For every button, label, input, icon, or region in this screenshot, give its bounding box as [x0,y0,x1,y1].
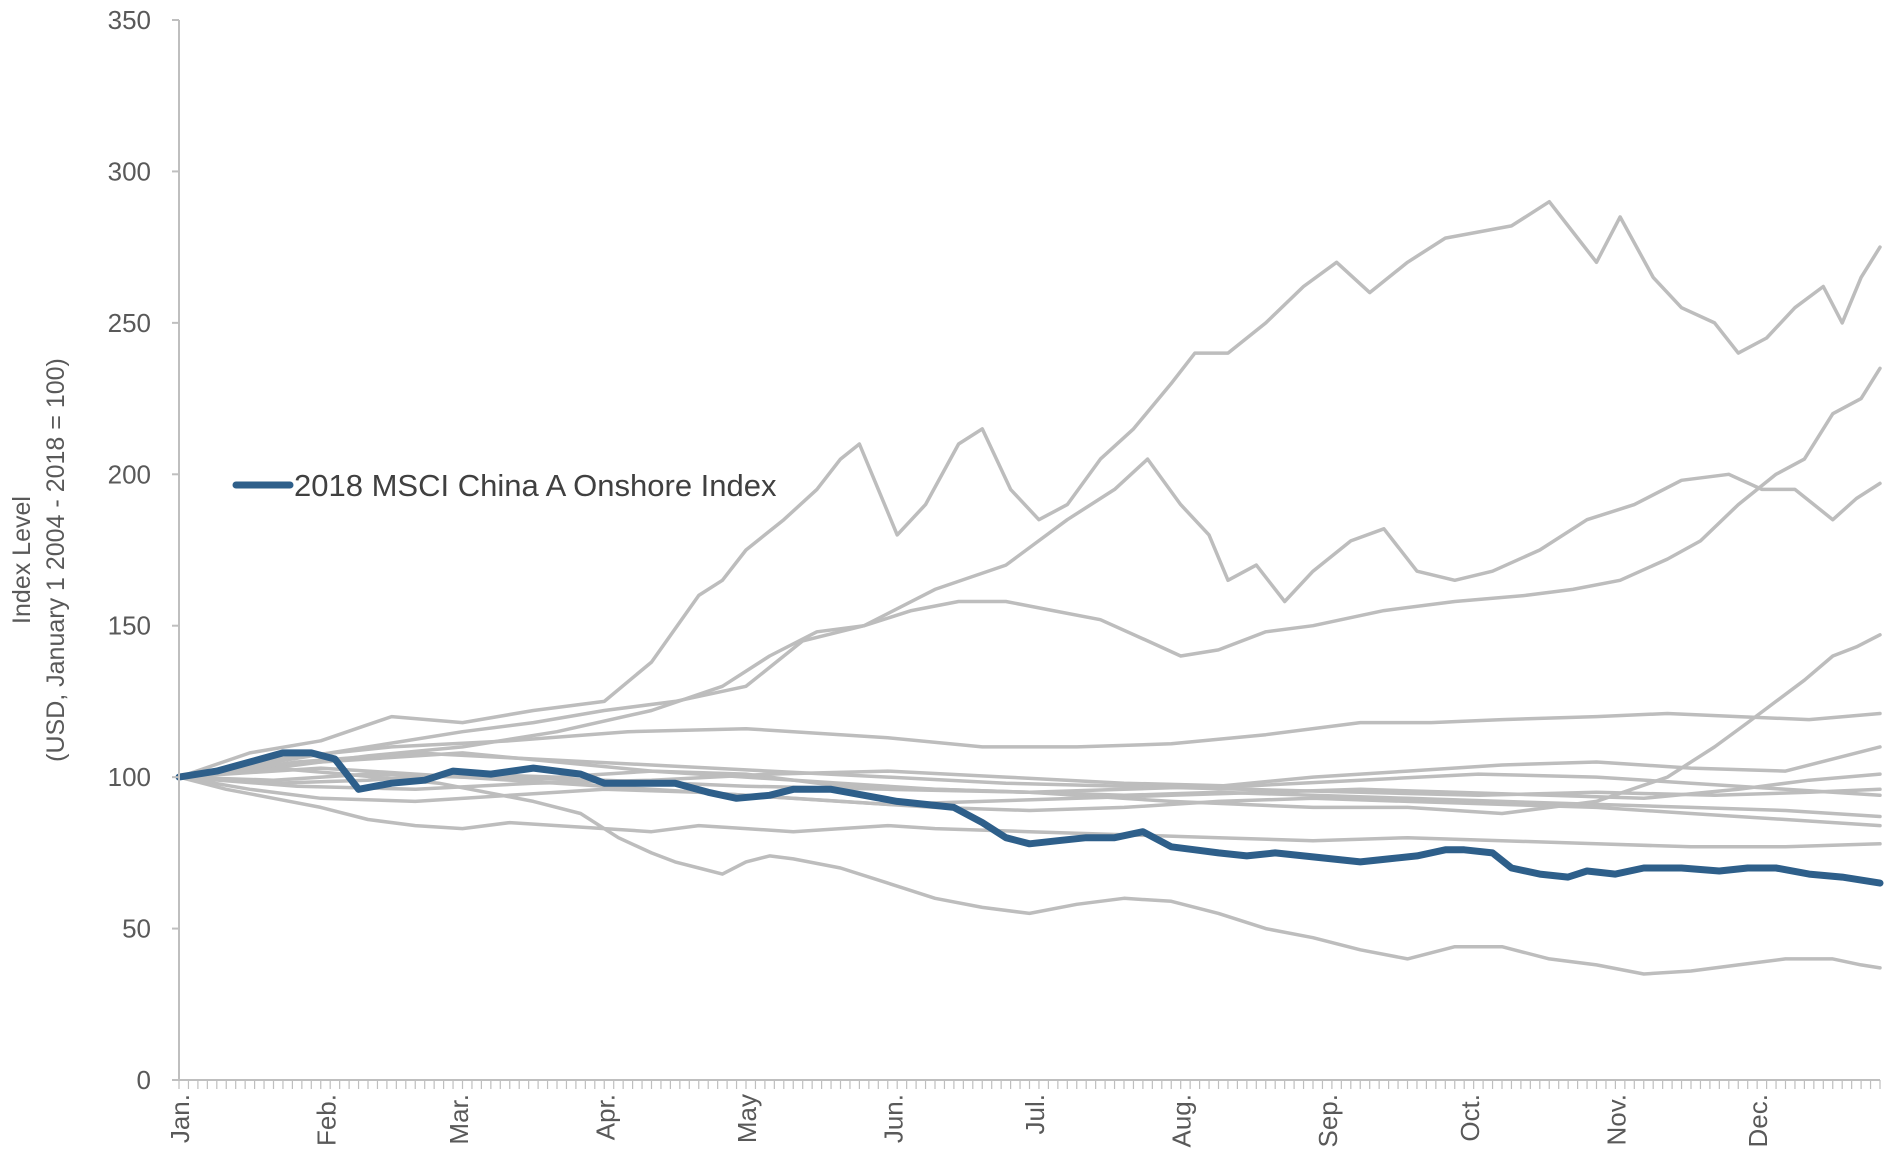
y-tick-label: 100 [108,762,151,792]
legend-label: 2018 MSCI China A Onshore Index [294,468,777,503]
series-line-12 [177,751,1882,798]
ticks: 0 50 100 150 200 250 300 350 Jan. Feb. Mar. Apr. May… [108,5,1881,1148]
y-axis-title-line-2: (USD, January 1 2004 - 2018 = 100) [42,358,70,762]
y-tick-label: 250 [108,308,151,338]
y-axis-title-line-1: Index Level [8,496,36,624]
series-line-5 [177,711,1882,779]
x-tick-label: Dec. [1743,1094,1773,1147]
x-tick-label: Nov. [1601,1094,1631,1146]
series-layer [175,199,1884,976]
x-tick-label: Sep. [1313,1094,1343,1148]
y-tick-label: 50 [122,914,151,944]
x-tick-label: Jul. [1020,1094,1050,1134]
x-tick-label: Oct. [1455,1094,1485,1142]
legend: 2018 MSCI China A Onshore Index [232,468,777,503]
series-line-13 [177,769,1882,798]
y-tick-label: 0 [137,1065,151,1095]
series-line-7 [177,772,1882,807]
series-line-1 [177,199,1882,779]
x-tick-label: Jan. [165,1094,195,1143]
axes [178,20,1880,1081]
x-tick-label: May [732,1094,762,1143]
series-line-3 [177,366,1882,779]
y-tick-label: 300 [108,156,151,186]
series-line-2 [177,457,1882,779]
x-tick-label: Jun. [878,1094,908,1143]
x-tick-label: Aug. [1167,1094,1197,1148]
x-tick-label: Apr. [590,1094,620,1140]
series-line-9 [177,772,1882,828]
y-tick-label: 200 [108,459,151,489]
y-tick-label: 150 [108,611,151,641]
x-tick-label: Feb. [311,1094,341,1146]
series-line-10 [177,775,1882,849]
x-tick-label: Mar. [444,1094,474,1145]
highlight-series-line [175,749,1884,887]
y-tick-label: 350 [108,5,151,35]
series-line-11 [177,766,1882,976]
series-line-8 [177,751,1882,819]
y-axis-title: Index Level (USD, January 1 2004 - 2018 … [8,358,70,762]
